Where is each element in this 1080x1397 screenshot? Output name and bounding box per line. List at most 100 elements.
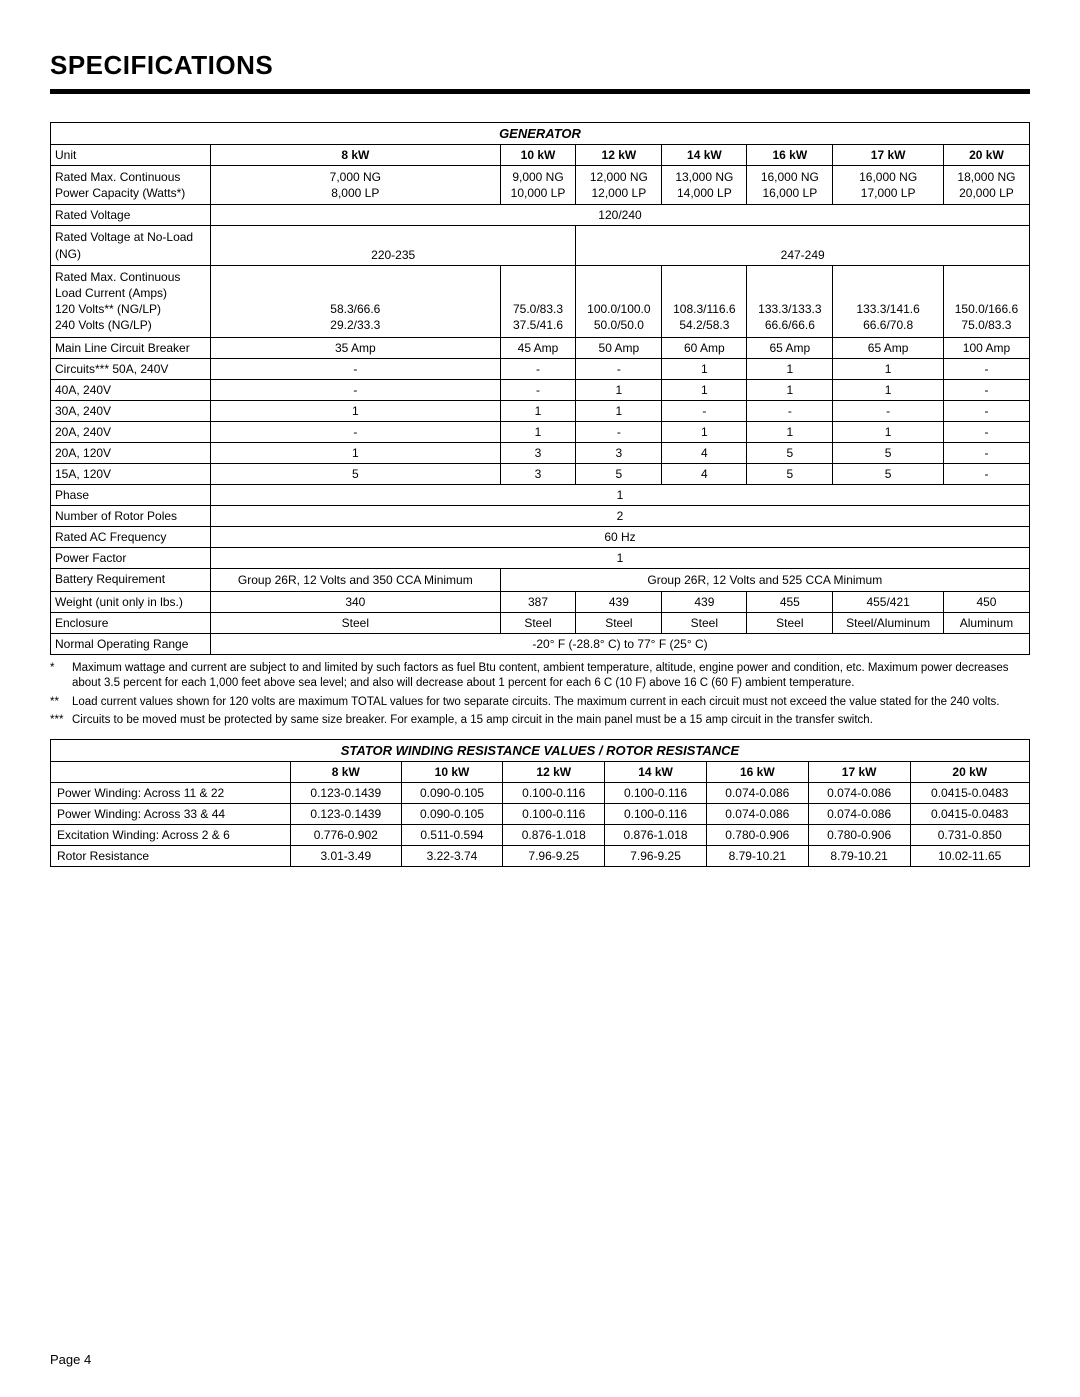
cell-label: Battery Requirement <box>51 568 211 591</box>
cell: 0.100-0.116 <box>605 782 707 803</box>
cell: - <box>211 358 501 379</box>
col-16kw: 16 kW <box>747 145 833 166</box>
stator-table-title: STATOR WINDING RESISTANCE VALUES / ROTOR… <box>51 739 1030 761</box>
cell: 0.090-0.105 <box>401 782 503 803</box>
cell: 133.3/133.366.6/66.6 <box>747 265 833 337</box>
cell: 45 Amp <box>500 337 576 358</box>
cell: 8.79-10.21 <box>808 845 910 866</box>
cell: 75.0/83.337.5/41.6 <box>500 265 576 337</box>
cell: 35 Amp <box>211 337 501 358</box>
row-poles: Number of Rotor Poles 2 <box>51 505 1030 526</box>
cell: 65 Amp <box>747 337 833 358</box>
cell-label: Excitation Winding: Across 2 & 6 <box>51 824 291 845</box>
cell: 455 <box>747 591 833 612</box>
cell: 5 <box>833 463 944 484</box>
cell: - <box>500 358 576 379</box>
title-rule <box>50 89 1030 94</box>
cell: Steel <box>211 612 501 633</box>
footnote-2: ** Load current values shown for 120 vol… <box>50 695 1030 711</box>
cell: 5 <box>576 463 662 484</box>
cell: 60 Amp <box>662 337 747 358</box>
cell-label: Rated Voltage <box>51 205 211 226</box>
cell: - <box>500 379 576 400</box>
cell: Aluminum <box>943 612 1029 633</box>
cell: 1 <box>747 379 833 400</box>
cell: 5 <box>833 442 944 463</box>
cell-label: 20A, 240V <box>51 421 211 442</box>
cell: 100.0/100.050.0/50.0 <box>576 265 662 337</box>
cell: 0.876-1.018 <box>605 824 707 845</box>
cell: 108.3/116.654.2/58.3 <box>662 265 747 337</box>
footnote-1: * Maximum wattage and current are subjec… <box>50 661 1030 692</box>
cell: 120/240 <box>211 205 1030 226</box>
cell-label: 15A, 120V <box>51 463 211 484</box>
cell: 1 <box>833 421 944 442</box>
cell: 0.731-0.850 <box>910 824 1030 845</box>
cell: 3 <box>576 442 662 463</box>
cell-label: Power Winding: Across 11 & 22 <box>51 782 291 803</box>
cell: 4 <box>662 442 747 463</box>
cell: 1 <box>833 379 944 400</box>
cell: 12,000 NG12,000 LP <box>576 166 662 205</box>
cell: 1 <box>211 400 501 421</box>
cell: 0.780-0.906 <box>808 824 910 845</box>
col-10kw: 10 kW <box>500 145 576 166</box>
cell: - <box>943 442 1029 463</box>
cell-label: Normal Operating Range <box>51 633 211 654</box>
cell: 13,000 NG14,000 LP <box>662 166 747 205</box>
cell: 1 <box>576 379 662 400</box>
cell: - <box>943 379 1029 400</box>
row-no-load-voltage: Rated Voltage at No-Load (NG) 220-235 24… <box>51 226 1030 265</box>
cell: 1 <box>500 400 576 421</box>
cell: 0.100-0.116 <box>503 803 605 824</box>
cell: 100 Amp <box>943 337 1029 358</box>
generator-table: GENERATOR Unit 8 kW 10 kW 12 kW 14 kW 16… <box>50 122 1030 655</box>
stator-row-rotor: Rotor Resistance 3.01-3.49 3.22-3.74 7.9… <box>51 845 1030 866</box>
cell: 4 <box>662 463 747 484</box>
cell: 0.074-0.086 <box>706 782 808 803</box>
note-text: Load current values shown for 120 volts … <box>72 695 1030 711</box>
row-c15: 15A, 120V 5 3 5 4 5 5 - <box>51 463 1030 484</box>
col-8kw: 8 kW <box>211 145 501 166</box>
cell: -20° F (-28.8° C) to 77° F (25° C) <box>211 633 1030 654</box>
cell: - <box>943 400 1029 421</box>
row-enclosure: Enclosure Steel Steel Steel Steel Steel … <box>51 612 1030 633</box>
cell: 1 <box>211 547 1030 568</box>
note-text: Maximum wattage and current are subject … <box>72 661 1030 692</box>
cell-label: Rated Max. Continuous Load Current (Amps… <box>51 265 211 337</box>
row-c20-120: 20A, 120V 1 3 3 4 5 5 - <box>51 442 1030 463</box>
cell: Steel <box>662 612 747 633</box>
cell: 0.074-0.086 <box>706 803 808 824</box>
footnote-3: *** Circuits to be moved must be protect… <box>50 713 1030 729</box>
cell-label: Number of Rotor Poles <box>51 505 211 526</box>
cell: Steel <box>747 612 833 633</box>
cell: 1 <box>211 442 501 463</box>
cell: 3.22-3.74 <box>401 845 503 866</box>
stator-header-row: 8 kW 10 kW 12 kW 14 kW 16 kW 17 kW 20 kW <box>51 761 1030 782</box>
cell: 387 <box>500 591 576 612</box>
note-text: Circuits to be moved must be protected b… <box>72 713 1030 729</box>
cell: 5 <box>211 463 501 484</box>
row-c50: Circuits*** 50A, 240V - - - 1 1 1 - <box>51 358 1030 379</box>
cell: 220-235 <box>211 226 576 265</box>
cell-label: Rotor Resistance <box>51 845 291 866</box>
page-number: Page 4 <box>50 1352 91 1367</box>
cell: 340 <box>211 591 501 612</box>
generator-table-title: GENERATOR <box>51 123 1030 145</box>
cell: 1 <box>662 379 747 400</box>
cell: 0.511-0.594 <box>401 824 503 845</box>
cell: 0.074-0.086 <box>808 782 910 803</box>
cell-label: Rated Max. Continuous Power Capacity (Wa… <box>51 166 211 205</box>
unit-header-row: Unit 8 kW 10 kW 12 kW 14 kW 16 kW 17 kW … <box>51 145 1030 166</box>
row-phase: Phase 1 <box>51 484 1030 505</box>
col-12kw: 12 kW <box>576 145 662 166</box>
cell-label: Rated Voltage at No-Load (NG) <box>51 226 211 265</box>
cell-label: Power Factor <box>51 547 211 568</box>
stator-row-excitation: Excitation Winding: Across 2 & 6 0.776-0… <box>51 824 1030 845</box>
col-20kw: 20 kW <box>910 761 1030 782</box>
cell: 50 Amp <box>576 337 662 358</box>
cell: 0.0415-0.0483 <box>910 803 1030 824</box>
col-17kw: 17 kW <box>833 145 944 166</box>
cell: 5 <box>747 442 833 463</box>
cell: 8.79-10.21 <box>706 845 808 866</box>
